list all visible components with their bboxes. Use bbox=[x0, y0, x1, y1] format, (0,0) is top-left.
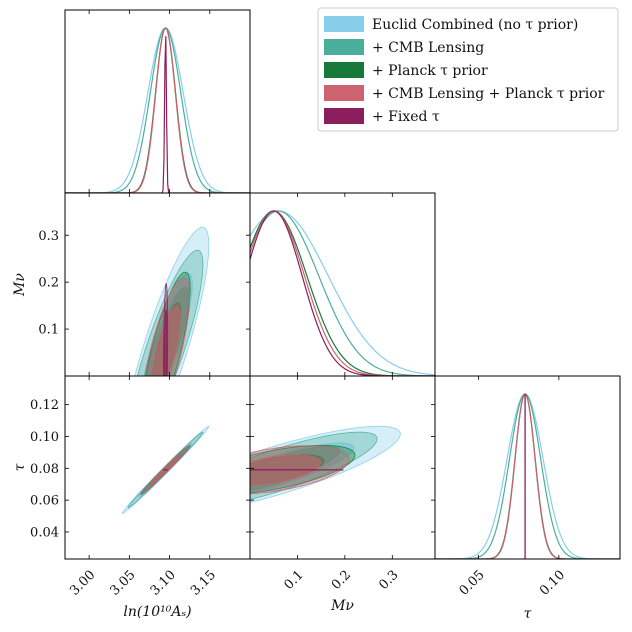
x-tick-label-tau: 0.05 bbox=[457, 568, 488, 599]
legend-label: Euclid Combined (no τ prior) bbox=[372, 17, 578, 33]
x-tick-label-lnAs: 3.10 bbox=[148, 568, 179, 599]
y-tick-label-tau: 0.06 bbox=[30, 494, 59, 509]
panel-lnAs-mnu bbox=[134, 226, 210, 376]
marginal-line-series-0 bbox=[65, 27, 250, 193]
axis-labels: 3.00 3.05 3.10 3.15 0.1 0.2 0.3 0.05 0.10 0.1 0.2 0… bbox=[12, 229, 568, 622]
x-tick-label-lnAs: 3.00 bbox=[67, 568, 98, 599]
panel-lnAs-tau bbox=[121, 425, 210, 514]
legend-label: + CMB Lensing bbox=[372, 40, 484, 56]
marginal-line-series-4 bbox=[250, 210, 435, 376]
panel-mnu-tau bbox=[250, 425, 401, 503]
y-tick-label-tau: 0.04 bbox=[30, 525, 59, 540]
x-tick-label-mnu: 0.2 bbox=[329, 568, 354, 593]
legend-label: + CMB Lensing + Planck τ prior bbox=[372, 86, 605, 102]
x-tick-label-lnAs: 3.15 bbox=[188, 568, 219, 599]
panel-frame bbox=[64, 9, 251, 194]
marginal-line-series-1 bbox=[435, 393, 620, 559]
x-axis-title-mnu: Mν bbox=[330, 598, 354, 614]
contour-68-series-4 bbox=[163, 309, 168, 376]
panel-frame bbox=[64, 375, 251, 560]
marginal-line-series-3 bbox=[250, 210, 435, 376]
y-tick-label-mnu: 0.2 bbox=[38, 276, 59, 291]
y-tick-label-tau: 0.12 bbox=[30, 398, 59, 413]
x-tick-label-lnAs: 3.05 bbox=[108, 568, 139, 599]
x-tick-label-tau: 0.10 bbox=[537, 568, 568, 599]
axis-ticks bbox=[65, 10, 560, 559]
marginal-line-series-0 bbox=[435, 393, 620, 559]
marginal-line-series-2 bbox=[250, 210, 435, 376]
x-tick-label-mnu: 0.3 bbox=[376, 568, 401, 593]
contour-fills bbox=[121, 226, 401, 514]
y-tick-label-mnu: 0.1 bbox=[38, 323, 59, 338]
panel-frames bbox=[64, 9, 621, 560]
y-tick-label-tau: 0.08 bbox=[30, 462, 59, 477]
legend-swatch bbox=[324, 16, 364, 32]
panel-frame bbox=[434, 375, 621, 560]
marginal-mnu bbox=[250, 210, 435, 376]
y-axis-title-tau: τ bbox=[12, 463, 28, 471]
legend-swatch bbox=[324, 108, 364, 124]
legend-label: + Fixed τ bbox=[372, 109, 440, 125]
legend: Euclid Combined (no τ prior) + CMB Lensin… bbox=[317, 7, 619, 132]
y-tick-label-mnu: 0.3 bbox=[38, 229, 59, 244]
y-tick-label-tau: 0.10 bbox=[30, 430, 59, 445]
legend-swatch bbox=[324, 62, 364, 78]
y-axis-title-mnu: Mν bbox=[12, 273, 28, 297]
x-axis-title-tau: τ bbox=[524, 606, 532, 622]
marginal-lnAs bbox=[65, 27, 250, 193]
panel-frame bbox=[249, 192, 436, 377]
marginal-line-series-0 bbox=[250, 210, 435, 376]
marginal-line-series-2 bbox=[435, 393, 620, 559]
marginal-line-series-2 bbox=[65, 27, 250, 193]
legend-box bbox=[317, 7, 619, 132]
marginal-tau bbox=[435, 393, 620, 559]
legend-label: + Planck τ prior bbox=[372, 63, 488, 79]
x-axis-title-lnAs: ln(10¹⁰Aₛ) bbox=[123, 604, 191, 620]
legend-swatch bbox=[324, 39, 364, 55]
marginal-line-series-1 bbox=[65, 27, 250, 193]
x-tick-label-mnu: 0.1 bbox=[281, 568, 306, 593]
marginal-line-series-1 bbox=[250, 210, 435, 376]
legend-swatch bbox=[324, 85, 364, 101]
marginal-line-series-3 bbox=[65, 27, 250, 193]
marginal-line-series-4 bbox=[65, 36, 250, 193]
marginal-line-series-3 bbox=[435, 393, 620, 559]
